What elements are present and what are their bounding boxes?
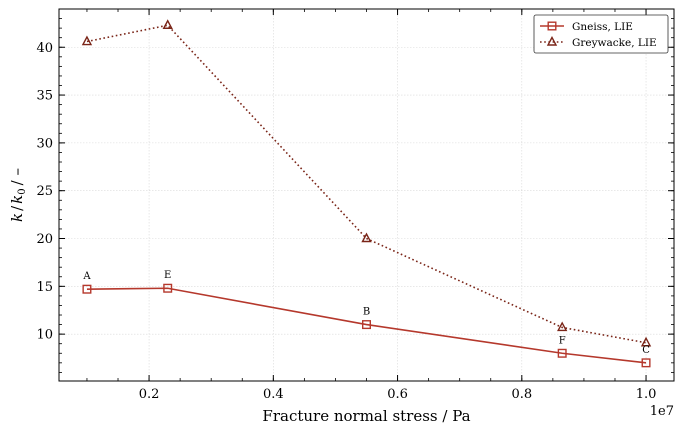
y-tick-label: 20 bbox=[36, 232, 53, 247]
data-point-square bbox=[557, 348, 567, 358]
series-line-1 bbox=[86, 24, 647, 344]
legend-marker-gneiss bbox=[547, 21, 557, 31]
point-label: F bbox=[559, 335, 566, 346]
y-tick-label: 25 bbox=[36, 184, 53, 199]
axis-ticks: 0.2 0.4 0.6 0.8 1.0 10 15 20 25 30 35 40 bbox=[36, 8, 674, 402]
x-tick-label: 0.6 bbox=[387, 387, 408, 402]
series-layer bbox=[81, 19, 652, 368]
data-point-triangle bbox=[361, 232, 372, 243]
data-point-square bbox=[82, 284, 92, 294]
point-labels: A E B F C bbox=[82, 270, 650, 356]
x-axis-offset-label: 1e7 bbox=[650, 404, 674, 419]
x-tick-label: 0.4 bbox=[263, 387, 284, 402]
data-point-triangle bbox=[557, 321, 568, 332]
point-label: E bbox=[164, 270, 171, 281]
y-tick-label: 35 bbox=[36, 89, 53, 104]
data-point-square bbox=[362, 320, 372, 330]
legend-box bbox=[533, 14, 669, 54]
legend-item-greywacke: Greywacke, LIE bbox=[540, 36, 657, 49]
data-point-square bbox=[641, 358, 651, 368]
point-label: A bbox=[82, 271, 91, 282]
y-tick-label: 40 bbox=[36, 41, 53, 56]
data-point-triangle bbox=[162, 19, 173, 29]
data-point-square bbox=[163, 283, 173, 293]
data-point-triangle bbox=[640, 336, 652, 347]
legend-item-gneiss: Gneiss, LIE bbox=[540, 21, 633, 33]
legend-marker-greywacke bbox=[546, 36, 558, 46]
x-axis-title: Fracture normal stress / Pa bbox=[262, 407, 470, 425]
y-tick-label: 30 bbox=[36, 136, 53, 151]
y-axis-title: k/k0/ – bbox=[8, 168, 28, 222]
y-tick-label: 15 bbox=[36, 280, 53, 295]
legend-label-gneiss: Gneiss, LIE bbox=[572, 21, 633, 33]
x-tick-label: 1.0 bbox=[636, 387, 657, 402]
legend-label-greywacke: Greywacke, LIE bbox=[572, 37, 657, 49]
x-tick-label: 0.8 bbox=[511, 387, 532, 402]
legend: Gneiss, LIE Greywacke, LIE bbox=[533, 14, 669, 54]
x-tick-label: 0.2 bbox=[139, 387, 160, 402]
point-label: C bbox=[642, 345, 650, 356]
series-line-0 bbox=[86, 287, 647, 364]
y-tick-label: 10 bbox=[36, 328, 53, 343]
point-label: B bbox=[363, 307, 370, 318]
data-point-triangle bbox=[81, 35, 93, 46]
